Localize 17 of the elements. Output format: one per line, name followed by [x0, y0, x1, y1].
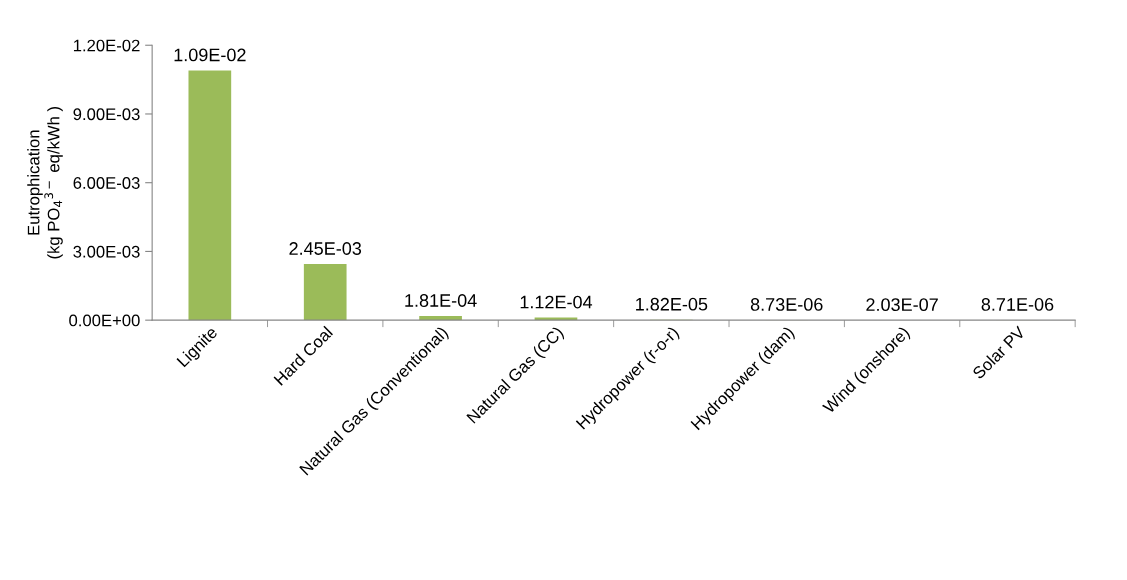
- bar: [303, 264, 347, 321]
- data-label: 8.71E-06: [981, 298, 1054, 311]
- data-label: 1.12E-04: [520, 295, 593, 309]
- data-label: 2.03E-07: [866, 298, 938, 312]
- data-label: 1.09E-02: [174, 48, 246, 62]
- y-tick-label: 9.00E-03: [73, 108, 140, 121]
- y-tick-label: 1.20E-02: [73, 39, 140, 52]
- y-tick-label: 3.00E-03: [73, 245, 140, 258]
- data-label: 1.81E-04: [405, 294, 477, 307]
- y-axis-title: Eutrophication (kg PO$_{4}$$^{3−}$ eq/kWh ): [27, 106, 63, 259]
- bar: [419, 316, 462, 321]
- y-tick-label: 0.00E+00: [69, 314, 140, 327]
- data-label: 2.45E-03: [289, 242, 362, 255]
- y-tick-label: 6.00E-03: [73, 177, 140, 189]
- bar: [188, 70, 232, 321]
- data-label: 8.73E-06: [750, 298, 823, 311]
- data-label: 1.82E-05: [636, 297, 708, 311]
